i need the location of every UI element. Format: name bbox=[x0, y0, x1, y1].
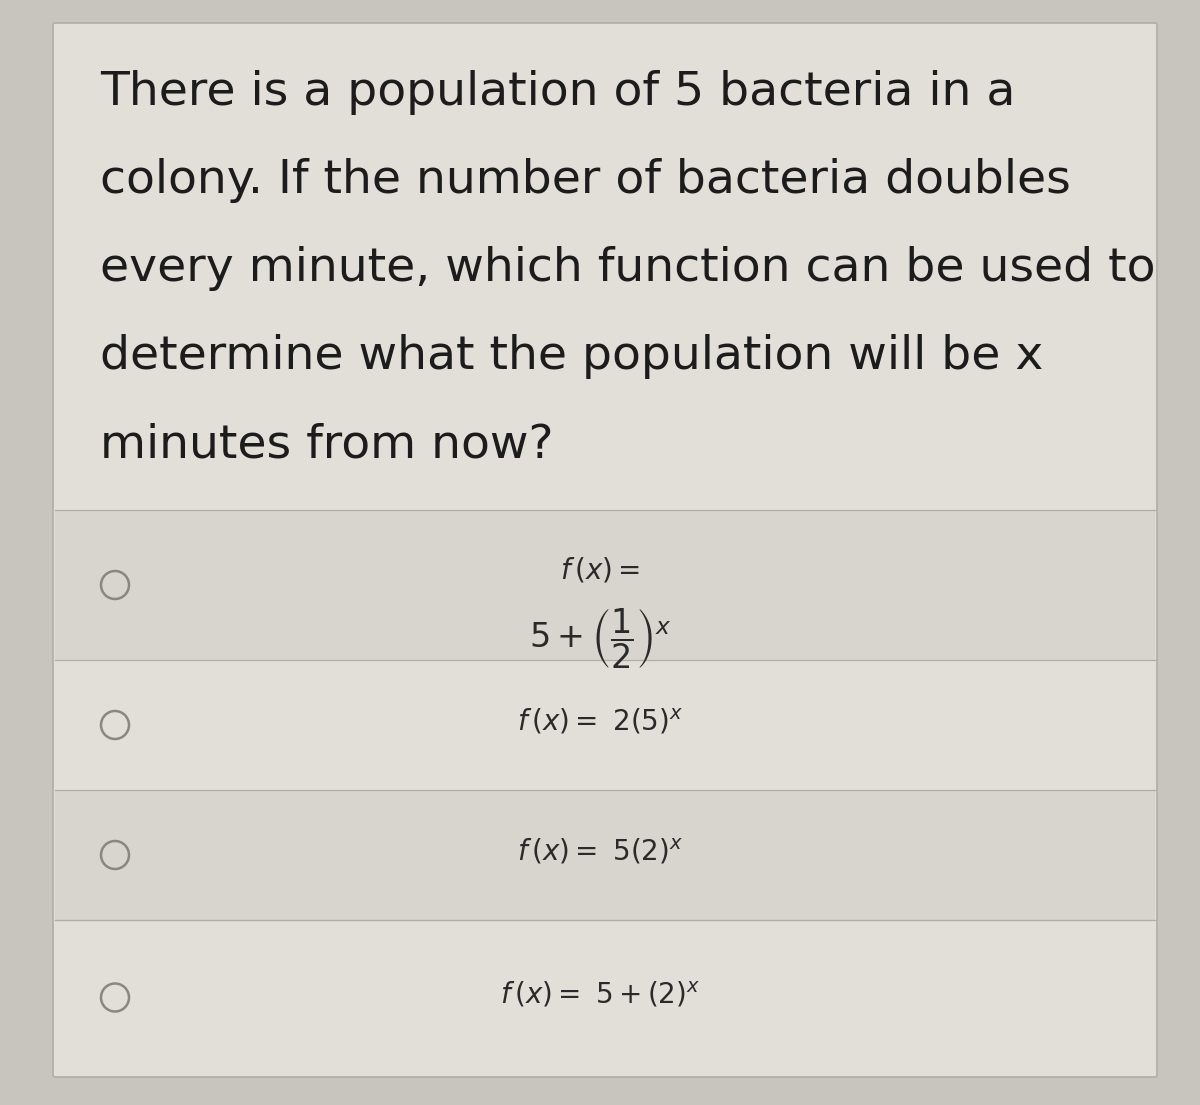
Text: There is a population of 5 bacteria in a: There is a population of 5 bacteria in a bbox=[100, 70, 1015, 115]
Bar bbox=[55, 920, 1154, 1075]
Text: $5 + \left(\dfrac{1}{2}\right)^{x}$: $5 + \left(\dfrac{1}{2}\right)^{x}$ bbox=[528, 607, 672, 672]
Bar bbox=[55, 511, 1154, 660]
Text: $f\,(x) =$: $f\,(x) =$ bbox=[560, 555, 640, 585]
Text: determine what the population will be x: determine what the population will be x bbox=[100, 334, 1043, 379]
Text: every minute, which function can be used to: every minute, which function can be used… bbox=[100, 246, 1156, 291]
FancyBboxPatch shape bbox=[53, 23, 1157, 1077]
Text: $f\,(x) =\ 5 + (2)^{x}$: $f\,(x) =\ 5 + (2)^{x}$ bbox=[499, 980, 701, 1010]
Text: colony. If the number of bacteria doubles: colony. If the number of bacteria double… bbox=[100, 158, 1070, 203]
Bar bbox=[55, 790, 1154, 920]
Text: minutes from now?: minutes from now? bbox=[100, 422, 553, 467]
Text: $f\,(x) =\ 5(2)^{x}$: $f\,(x) =\ 5(2)^{x}$ bbox=[517, 838, 683, 866]
Bar bbox=[55, 660, 1154, 790]
Text: $f\,(x) =\ 2(5)^{x}$: $f\,(x) =\ 2(5)^{x}$ bbox=[517, 707, 683, 737]
